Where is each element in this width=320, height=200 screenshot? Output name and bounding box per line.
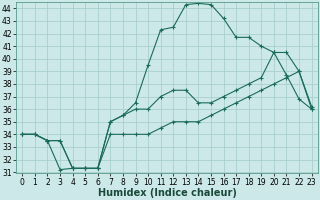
X-axis label: Humidex (Indice chaleur): Humidex (Indice chaleur) [98, 188, 236, 198]
